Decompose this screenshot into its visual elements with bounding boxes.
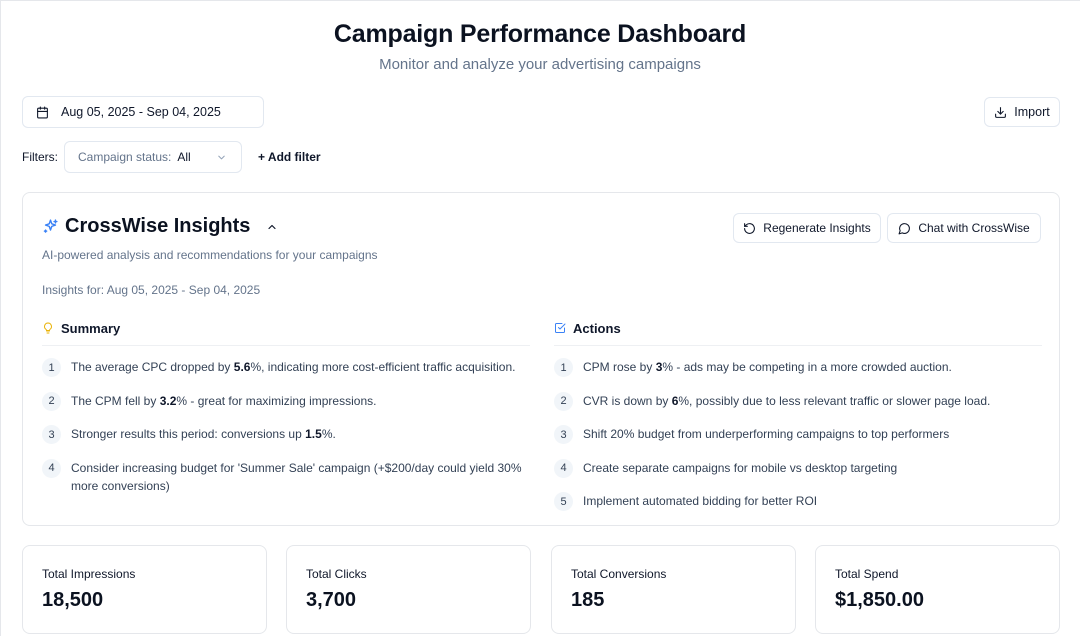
import-label: Import xyxy=(1014,105,1050,119)
insights-title: CrossWise Insights xyxy=(65,215,251,237)
summary-item: 4 Consider increasing budget for 'Summer … xyxy=(42,458,530,495)
campaign-status-select[interactable]: Campaign status: All xyxy=(64,141,242,173)
item-text: Create separate campaigns for mobile vs … xyxy=(583,459,897,477)
summary-title: Summary xyxy=(61,320,121,336)
stat-value: 18,500 xyxy=(42,589,104,611)
action-item: 2 CVR is down by 6%, possibly due to less… xyxy=(554,391,1042,411)
item-number: 2 xyxy=(554,391,573,411)
stat-card-impressions: Total Impressions 18,500 xyxy=(22,545,267,634)
stat-value: $1,850.00 xyxy=(835,589,924,611)
item-number: 5 xyxy=(554,492,573,511)
item-number: 4 xyxy=(42,458,61,478)
lightbulb-icon xyxy=(42,322,54,334)
item-text-pre: CVR is down by xyxy=(583,393,672,408)
date-range-picker[interactable]: Aug 05, 2025 - Sep 04, 2025 xyxy=(22,96,264,128)
stat-card-conversions: Total Conversions 185 xyxy=(551,545,796,634)
item-number: 1 xyxy=(42,358,61,377)
insights-header: CrossWise Insights xyxy=(42,215,278,238)
item-text: CVR is down by 6%, possibly due to less … xyxy=(583,392,990,410)
item-text-pre: Consider increasing budget for 'Summer S… xyxy=(71,460,522,493)
item-number: 3 xyxy=(554,425,573,444)
item-text-pre: Implement automated bidding for better R… xyxy=(583,494,818,508)
action-item: 1 CPM rose by 3% - ads may be competing i… xyxy=(554,358,1042,377)
item-text-pre: CPM rose by xyxy=(583,360,656,374)
date-range-text: Aug 05, 2025 - Sep 04, 2025 xyxy=(61,105,221,119)
summary-item: 1 The average CPC dropped by 5.6%, indica… xyxy=(42,358,530,377)
summary-heading: Summary xyxy=(42,319,530,346)
action-item: 4 Create separate campaigns for mobile vs… xyxy=(554,458,1042,478)
stat-label: Total Clicks xyxy=(306,567,367,581)
stat-card-clicks: Total Clicks 3,700 xyxy=(286,545,531,634)
action-item: 5 Implement automated bidding for better … xyxy=(554,492,1042,511)
item-text-pre: Stronger results this period: conversion… xyxy=(71,427,306,441)
item-text-highlight: 6 xyxy=(671,393,679,408)
calendar-icon xyxy=(36,106,49,119)
item-text: Consider increasing budget for 'Summer S… xyxy=(71,459,530,495)
campaign-status-label: Campaign status: xyxy=(78,150,172,164)
item-text: CPM rose by 3% - ads may be competing in… xyxy=(583,358,952,376)
action-item: 3 Shift 20% budget from underperforming c… xyxy=(554,425,1042,444)
actions-list: 1 CPM rose by 3% - ads may be competing i… xyxy=(554,358,1042,511)
campaign-status-value: All xyxy=(177,150,191,164)
chevron-up-icon[interactable] xyxy=(266,221,278,233)
chat-with-crosswise-button[interactable]: Chat with CrossWise xyxy=(887,213,1041,243)
check-square-icon xyxy=(554,322,566,334)
add-filter-button[interactable]: + Add filter xyxy=(258,150,321,164)
summary-list: 1 The average CPC dropped by 5.6%, indica… xyxy=(42,358,530,495)
chat-label: Chat with CrossWise xyxy=(918,221,1030,235)
item-text-pre: The CPM fell by xyxy=(71,393,160,408)
insights-subtitle: AI-powered analysis and recommendations … xyxy=(42,248,378,262)
stat-card-spend: Total Spend $1,850.00 xyxy=(815,545,1060,634)
sparkles-icon xyxy=(42,218,59,235)
item-text: The average CPC dropped by 5.6%, indicat… xyxy=(71,358,515,376)
refresh-icon xyxy=(743,222,756,235)
message-circle-icon xyxy=(898,222,911,235)
item-number: 4 xyxy=(554,458,573,478)
page-subtitle: Monitor and analyze your advertising cam… xyxy=(379,56,701,73)
item-text: Shift 20% budget from underperforming ca… xyxy=(583,425,949,443)
item-text-pre: Create separate campaigns for mobile vs … xyxy=(583,460,898,475)
summary-item: 2 The CPM fell by 3.2% - great for maximi… xyxy=(42,391,530,411)
actions-title: Actions xyxy=(573,320,621,336)
item-text-highlight: 3.2 xyxy=(159,393,177,408)
item-text-highlight: 3 xyxy=(655,360,663,374)
actions-column: Actions 1 CPM rose by 3% - ads may be com… xyxy=(554,319,1042,526)
actions-heading: Actions xyxy=(554,319,1042,346)
stat-value: 185 xyxy=(571,589,605,611)
item-text: Stronger results this period: conversion… xyxy=(71,425,336,443)
item-text: The CPM fell by 3.2% - great for maximiz… xyxy=(71,392,376,410)
item-text-highlight: 5.6 xyxy=(233,360,251,374)
insights-range: Insights for: Aug 05, 2025 - Sep 04, 202… xyxy=(42,283,261,297)
regenerate-insights-button[interactable]: Regenerate Insights xyxy=(733,213,881,243)
item-text-post: % - great for maximizing impressions. xyxy=(176,393,377,408)
item-number: 1 xyxy=(554,358,573,377)
item-text-pre: Shift 20% budget from underperforming ca… xyxy=(583,427,950,441)
stat-label: Total Impressions xyxy=(42,567,136,581)
chevron-down-icon xyxy=(216,152,227,163)
item-text-post: % - ads may be competing in a more crowd… xyxy=(662,360,952,374)
item-text-post: %, indicating more cost-efficient traffi… xyxy=(250,360,516,374)
insights-panel: CrossWise Insights Regenerate Insights C… xyxy=(22,192,1060,526)
download-icon xyxy=(994,106,1007,119)
item-text: Implement automated bidding for better R… xyxy=(583,492,817,510)
item-text-post: %. xyxy=(321,427,336,441)
item-text-post: %, possibly due to less relevant traffic… xyxy=(678,393,991,408)
filters-label: Filters: xyxy=(22,150,58,164)
item-number: 2 xyxy=(42,391,61,411)
stat-label: Total Conversions xyxy=(571,567,667,581)
import-button[interactable]: Import xyxy=(984,97,1060,127)
item-text-pre: The average CPC dropped by xyxy=(71,360,234,374)
summary-item: 3 Stronger results this period: conversio… xyxy=(42,425,530,444)
item-text-highlight: 1.5 xyxy=(305,427,322,441)
page-title: Campaign Performance Dashboard xyxy=(333,20,747,48)
regenerate-label: Regenerate Insights xyxy=(763,221,871,235)
stat-label: Total Spend xyxy=(835,567,899,581)
item-number: 3 xyxy=(42,425,61,444)
summary-column: Summary 1 The average CPC dropped by 5.6%… xyxy=(42,319,530,509)
stat-value: 3,700 xyxy=(306,589,357,611)
